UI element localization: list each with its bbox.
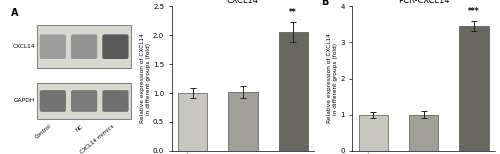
Text: CXCL14 mimics: CXCL14 mimics bbox=[80, 123, 116, 154]
Title: PCR-CXCL14: PCR-CXCL14 bbox=[398, 0, 450, 5]
Bar bbox=[37, 83, 131, 119]
Text: GAPDH: GAPDH bbox=[14, 98, 34, 103]
Y-axis label: Relative expression of CXCL14
in different groups (fold): Relative expression of CXCL14 in differe… bbox=[327, 34, 338, 124]
Bar bbox=[359, 115, 388, 151]
Bar bbox=[228, 92, 258, 151]
Bar bbox=[460, 26, 488, 151]
FancyBboxPatch shape bbox=[71, 90, 98, 112]
Bar bbox=[178, 93, 208, 151]
Bar bbox=[278, 32, 308, 151]
Text: A: A bbox=[11, 8, 18, 18]
Bar bbox=[409, 115, 438, 151]
Title: CXCL14: CXCL14 bbox=[227, 0, 259, 5]
Text: NC: NC bbox=[75, 123, 84, 132]
FancyBboxPatch shape bbox=[102, 90, 128, 112]
Bar bbox=[37, 25, 131, 68]
Text: B: B bbox=[321, 0, 328, 8]
FancyBboxPatch shape bbox=[102, 34, 128, 59]
Y-axis label: Relative expression of CXCL14
in different groups (fold): Relative expression of CXCL14 in differe… bbox=[140, 34, 150, 124]
FancyBboxPatch shape bbox=[71, 34, 98, 59]
Text: **: ** bbox=[290, 8, 297, 17]
FancyBboxPatch shape bbox=[40, 90, 66, 112]
Text: CXCL14: CXCL14 bbox=[12, 44, 34, 49]
Text: Control: Control bbox=[34, 123, 53, 140]
FancyBboxPatch shape bbox=[40, 34, 66, 59]
Text: ***: *** bbox=[468, 7, 480, 16]
